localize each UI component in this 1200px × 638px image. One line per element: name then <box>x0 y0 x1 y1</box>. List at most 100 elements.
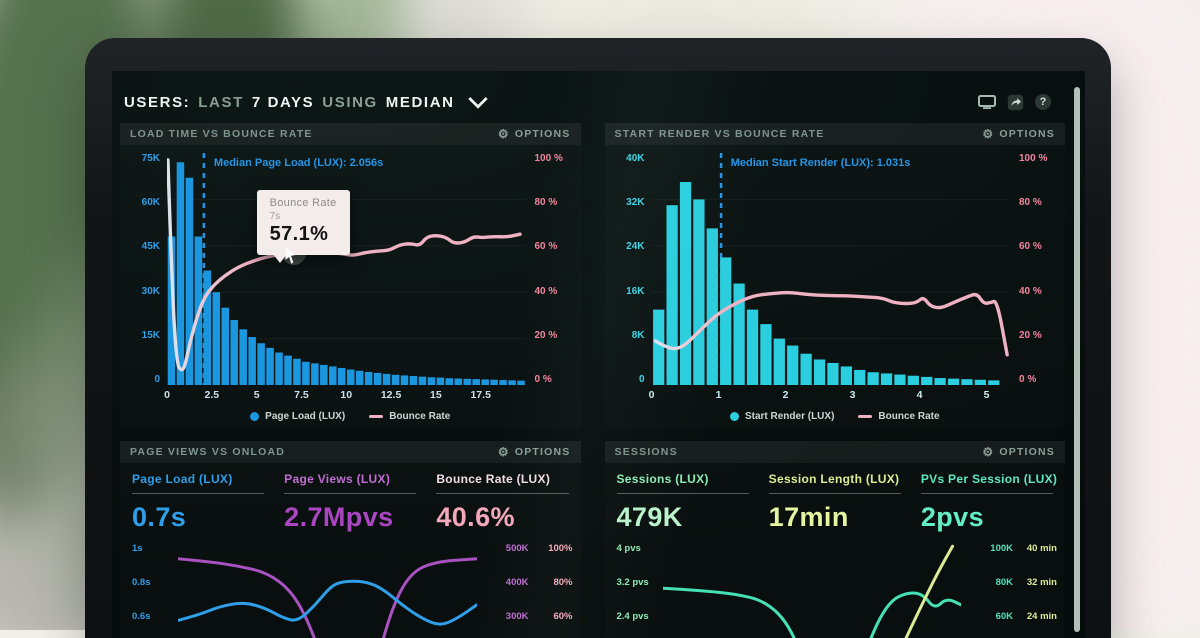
vertical-scrollbar[interactable] <box>1074 87 1080 632</box>
histogram-bar[interactable] <box>893 374 906 385</box>
histogram-bar[interactable] <box>382 373 391 385</box>
histogram-bar[interactable] <box>799 353 812 385</box>
histogram-bar[interactable] <box>508 380 516 385</box>
histogram-bar[interactable] <box>759 324 772 385</box>
histogram-bar[interactable] <box>719 257 731 385</box>
histogram-bar[interactable] <box>499 380 507 385</box>
histogram-bar[interactable] <box>665 205 678 385</box>
x-axis-tick-label: 2.5 <box>204 389 220 401</box>
histogram-bar[interactable] <box>320 364 328 385</box>
histogram-bar[interactable] <box>517 380 525 385</box>
histogram-bar[interactable] <box>840 366 852 385</box>
histogram-bar[interactable] <box>346 369 355 385</box>
histogram-bar[interactable] <box>221 307 230 385</box>
histogram-bar[interactable] <box>275 352 283 385</box>
histogram-bar[interactable] <box>445 378 454 385</box>
histogram-bar[interactable] <box>364 372 373 385</box>
histogram-bar[interactable] <box>773 338 785 385</box>
histogram-bar[interactable] <box>239 329 247 385</box>
options-button[interactable]: ⚙ OPTIONS <box>498 446 571 458</box>
axis-tick-label: 60K <box>141 197 160 209</box>
histogram-bar[interactable] <box>436 377 445 385</box>
histogram-bar[interactable] <box>266 347 274 385</box>
histogram-bar[interactable] <box>947 378 959 385</box>
histogram-bar[interactable] <box>329 366 337 385</box>
histogram-bar[interactable] <box>454 378 463 385</box>
histogram-bar[interactable] <box>391 374 400 385</box>
tooltip-value: 57.1% <box>269 223 329 246</box>
histogram-bar[interactable] <box>933 378 946 385</box>
median-annotation: Median Page Load (LUX): 2.056s <box>213 157 384 169</box>
histogram-bar[interactable] <box>257 343 265 385</box>
histogram-bar[interactable] <box>987 380 999 385</box>
metric-summary-row: Page Load (LUX) 0.7s Page Views (LUX) 2.7Mp… <box>120 463 581 533</box>
legend-item[interactable]: Page Load (LUX) <box>250 411 345 422</box>
histogram-bar[interactable] <box>920 376 932 385</box>
options-button[interactable]: ⚙ OPTIONS <box>982 128 1055 140</box>
histogram-bar[interactable] <box>732 283 745 386</box>
tooltip-title: Bounce Rate <box>269 197 337 210</box>
histogram-bar[interactable] <box>746 309 758 385</box>
legend-line-icon <box>858 414 873 418</box>
display-icon[interactable] <box>978 94 996 110</box>
histogram-bar[interactable] <box>203 270 212 385</box>
options-button[interactable]: ⚙ OPTIONS <box>982 446 1055 458</box>
trend-line <box>178 581 477 624</box>
histogram-bar[interactable] <box>338 367 346 385</box>
users-filter-dropdown[interactable]: USERS: LAST 7 DAYS USING MEDIAN <box>124 89 488 111</box>
metric: Bounce Rate (LUX) 40.6% <box>436 472 569 533</box>
histogram-bar[interactable] <box>293 358 301 385</box>
histogram-bar[interactable] <box>284 355 292 385</box>
histogram-bar[interactable] <box>490 379 498 385</box>
histogram-bar[interactable] <box>880 373 892 385</box>
panel-header: LOAD TIME VS BOUNCE RATE ⚙ OPTIONS <box>120 123 581 145</box>
histogram-bar[interactable] <box>409 376 418 385</box>
panel-title: SESSIONS <box>614 446 678 458</box>
histogram-bar[interactable] <box>813 359 825 385</box>
histogram-bar[interactable] <box>692 199 705 385</box>
histogram-bar[interactable] <box>176 162 185 385</box>
histogram-bar[interactable] <box>311 363 319 385</box>
x-axis-tick-label: 2 <box>782 389 789 401</box>
options-label: OPTIONS <box>514 128 571 140</box>
histogram-bar[interactable] <box>212 292 221 385</box>
histogram-bar[interactable] <box>786 345 798 385</box>
histogram-bar[interactable] <box>679 182 691 385</box>
metric: PVs Per Session (LUX) 2pvs <box>920 472 1058 533</box>
histogram-bar[interactable] <box>400 375 409 385</box>
histogram-bar[interactable] <box>826 362 839 385</box>
histogram-bar[interactable] <box>706 228 718 385</box>
histogram-bar[interactable] <box>355 370 364 385</box>
histogram-bar[interactable] <box>302 361 310 385</box>
histogram-bar[interactable] <box>481 379 489 385</box>
histogram-bar[interactable] <box>185 177 194 385</box>
histogram-bar[interactable] <box>652 309 664 385</box>
metric-label: PVs Per Session (LUX) <box>920 472 1058 486</box>
plot-column: Median Page Load (LUX): 2.056s Bounce Ra… <box>164 153 526 403</box>
legend-item[interactable]: Bounce Rate <box>858 411 940 422</box>
options-button[interactable]: ⚙ OPTIONS <box>498 128 571 140</box>
histogram-bar[interactable] <box>866 372 879 385</box>
histogram-bar[interactable] <box>167 236 176 385</box>
gear-icon: ⚙ <box>982 127 995 141</box>
axis-tick-label: 16K <box>626 285 645 297</box>
metric-divider <box>284 493 417 494</box>
histogram-bar[interactable] <box>230 320 238 385</box>
help-icon[interactable]: ⚙ ? <box>1035 94 1051 110</box>
histogram-bar[interactable] <box>248 337 256 385</box>
axis-tick-label: 40 % <box>534 285 558 297</box>
share-icon[interactable] <box>1007 94 1024 111</box>
legend-item[interactable]: Start Render (LUX) <box>729 411 834 422</box>
histogram-bar[interactable] <box>853 369 865 385</box>
mouse-cursor-icon <box>285 245 295 264</box>
histogram-bar[interactable] <box>907 375 919 385</box>
histogram-bar[interactable] <box>427 377 436 385</box>
legend-dot-icon <box>250 411 260 421</box>
histogram-bar[interactable] <box>974 379 986 385</box>
histogram-bar[interactable] <box>418 376 427 385</box>
histogram-bar[interactable] <box>463 378 472 385</box>
legend-item[interactable]: Bounce Rate <box>369 411 450 422</box>
histogram-bar[interactable] <box>373 372 382 385</box>
histogram-bar[interactable] <box>472 379 480 385</box>
histogram-bar[interactable] <box>960 379 973 385</box>
